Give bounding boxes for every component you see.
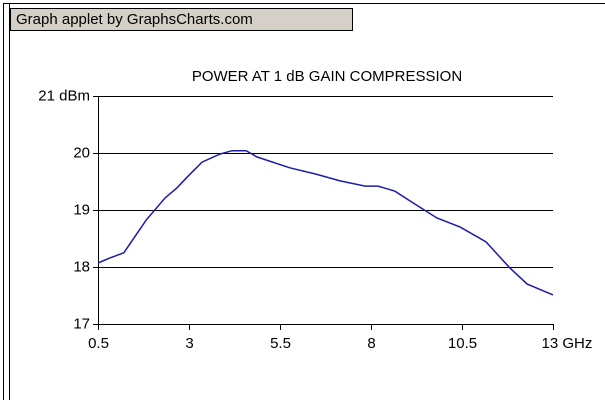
x-tick-label: 13 GHz — [542, 335, 593, 352]
chart-title: POWER AT 1 dB GAIN COMPRESSION — [192, 68, 462, 85]
y-tick-label: 17 — [73, 315, 90, 332]
x-tick-label: 8 — [367, 335, 375, 352]
applet-label-box — [10, 8, 353, 31]
applet-label: Graph applet by GraphsCharts.com — [16, 11, 253, 28]
y-tick-label: 18 — [73, 258, 90, 275]
x-tick-label: 10.5 — [448, 335, 477, 352]
x-tick-label: 3 — [185, 335, 193, 352]
y-tick-label: 21 dBm — [38, 87, 90, 104]
y-tick-label: 20 — [73, 144, 90, 161]
x-tick-label: 5.5 — [270, 335, 291, 352]
data-line — [97, 149, 554, 296]
x-tick-label: 0.5 — [88, 335, 109, 352]
y-tick-label: 19 — [73, 201, 90, 218]
